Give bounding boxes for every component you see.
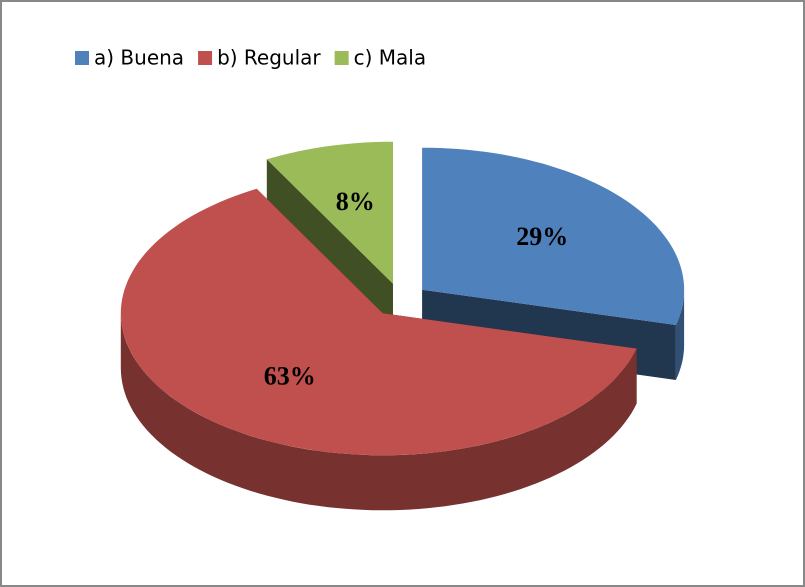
- data-label: 8%: [336, 187, 375, 216]
- pie-slice: [422, 147, 685, 325]
- legend-label: b) Regular: [217, 46, 321, 70]
- data-label: 63%: [264, 361, 316, 390]
- legend-swatch: [334, 51, 349, 65]
- legend-swatch: [75, 51, 89, 65]
- tops: [120, 141, 685, 456]
- legend-swatch: [198, 51, 213, 65]
- slice-wall: [120, 313, 637, 511]
- slice-wall: [675, 289, 685, 380]
- legend-label: a) Buena: [94, 46, 184, 70]
- pie-slice: [266, 141, 393, 284]
- legend-label: c) Mala: [354, 46, 426, 70]
- pie-slice: [120, 188, 637, 456]
- data-label: 29%: [516, 222, 568, 251]
